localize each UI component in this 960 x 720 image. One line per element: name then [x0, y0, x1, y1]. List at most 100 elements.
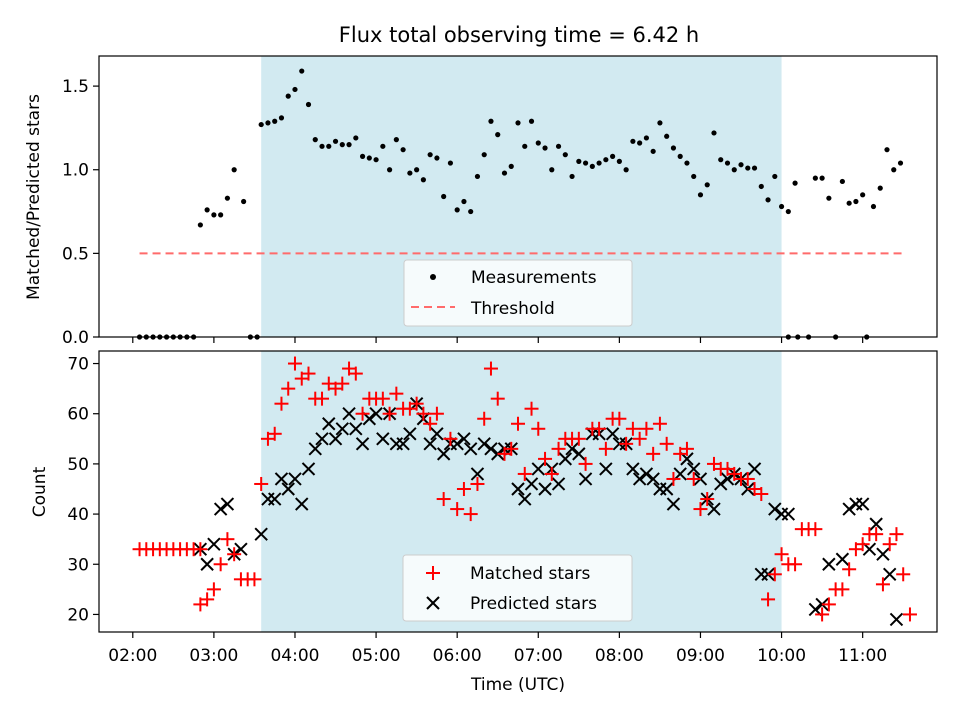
measurement-point — [441, 193, 447, 200]
matched-star-point — [902, 607, 917, 622]
matched-star-point — [835, 582, 850, 597]
measurement-point — [623, 167, 629, 173]
legend-matched-label: Matched stars — [470, 564, 590, 584]
measurement-point — [718, 157, 724, 163]
predicted-star-point — [315, 432, 329, 446]
legend-threshold-label: Threshold — [470, 299, 555, 319]
measurement-point — [657, 120, 663, 126]
x-tick-label: 11:00 — [838, 646, 887, 666]
predicted-star-point — [518, 492, 532, 506]
y-tick-label: 60 — [67, 405, 89, 425]
matched-star-point — [896, 567, 911, 582]
measurement-point — [231, 167, 237, 173]
predicted-star-point — [605, 427, 620, 441]
x-tick-label: 08:00 — [595, 646, 644, 666]
measurement-point — [860, 192, 866, 198]
matched-star-point — [274, 396, 289, 411]
measurement-point — [420, 177, 426, 183]
matched-star-point — [788, 557, 803, 572]
top-panel: 0.0 0.5 1.0 1.5 Matched/Predicted stars Mea… — [24, 55, 938, 348]
predicted-star-point — [687, 462, 701, 476]
measurement-point — [664, 133, 670, 139]
matched-star-point — [808, 522, 823, 537]
matched-star-point — [855, 537, 870, 552]
measurement-point — [359, 153, 366, 159]
measurement-point — [393, 137, 399, 143]
measurement-point — [319, 143, 325, 149]
predicted-star-point — [646, 472, 660, 486]
predicted-star-point — [349, 422, 363, 436]
measurement-point — [839, 178, 845, 185]
matched-star-point — [416, 406, 431, 421]
matched-star-point — [544, 466, 559, 481]
predicted-star-point — [470, 467, 485, 481]
measurement-point — [643, 135, 650, 141]
measurement-point — [745, 165, 751, 171]
matched-star-point — [193, 542, 208, 557]
matched-star-point — [315, 391, 330, 406]
matched-star-point — [700, 492, 715, 507]
predicted-star-point — [328, 432, 343, 446]
measurement-point — [353, 135, 359, 141]
measurement-point — [204, 207, 210, 213]
predicted-star-point — [720, 472, 735, 486]
measurement-point — [812, 175, 818, 181]
predicted-star-point — [876, 547, 890, 561]
measurement-point — [265, 120, 271, 126]
measurement-point — [542, 145, 548, 151]
matched-star-point — [740, 471, 755, 486]
predicted-star-point — [234, 542, 248, 556]
matched-star-point — [524, 401, 539, 416]
y-tick-label: 1.0 — [62, 161, 89, 181]
predicted-star-point — [477, 437, 491, 451]
matched-star-point — [815, 607, 830, 622]
predicted-star-point — [889, 612, 904, 627]
measurement-point — [373, 157, 379, 163]
measurement-point — [778, 203, 785, 210]
legend-matched-marker — [426, 566, 440, 580]
predicted-star-point — [396, 437, 410, 451]
top-panel-frame — [98, 55, 938, 338]
measurement-point — [785, 208, 791, 215]
predicted-star-point — [430, 427, 444, 441]
predicted-star-point — [531, 462, 545, 476]
matched-star-point — [592, 421, 607, 436]
measurement-point — [285, 93, 291, 99]
measurement-point — [650, 148, 656, 154]
predicted-star-point — [680, 452, 694, 466]
predicted-star-point — [362, 412, 377, 426]
matched-star-point — [679, 441, 694, 456]
predicted-star-point — [207, 537, 221, 551]
matched-star-point — [436, 492, 451, 507]
measurement-point — [326, 143, 332, 149]
matched-star-point — [517, 466, 532, 481]
predicted-star-point — [882, 567, 897, 582]
measurement-point — [312, 137, 318, 143]
matched-star-point — [538, 451, 553, 466]
x-tick-label: 02:00 — [108, 646, 157, 666]
predicted-star-point — [355, 437, 370, 451]
matched-star-point — [875, 577, 890, 592]
predicted-star-point — [599, 462, 613, 476]
y-tick-label: 70 — [67, 355, 89, 375]
matched-star-point — [571, 431, 586, 446]
measurement-point — [211, 212, 217, 218]
predicted-star-point — [423, 437, 437, 451]
y-tick-label: 30 — [67, 555, 89, 575]
matched-star-point — [842, 562, 857, 577]
x-axis-ticks: 02:00 03:00 04:00 05:00 06:00 07:00 08:00 09:00… — [108, 337, 887, 666]
measurement-point — [299, 68, 305, 74]
measurement-point — [501, 170, 508, 176]
matched-star-point — [409, 396, 424, 411]
predicted-star-point — [659, 482, 674, 496]
measurement-point — [819, 175, 825, 181]
matched-star-point — [511, 416, 525, 431]
measurement-point — [711, 130, 717, 136]
measurement-point — [427, 152, 433, 158]
predicted-star-point — [274, 472, 289, 486]
measurement-point — [724, 160, 731, 166]
matched-star-point — [632, 431, 647, 446]
predicted-star-point — [565, 442, 579, 456]
y-tick-label: 0.5 — [62, 244, 89, 264]
predicted-star-point — [200, 557, 214, 571]
